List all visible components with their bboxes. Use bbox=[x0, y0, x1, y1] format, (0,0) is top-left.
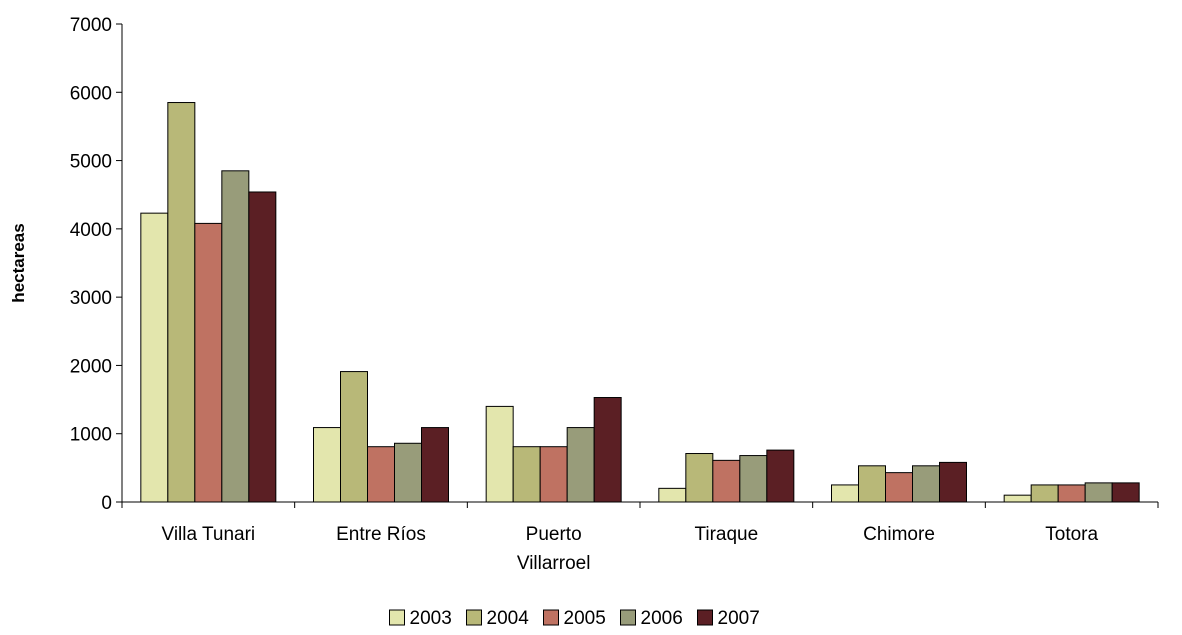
y-tick-label: 3000 bbox=[70, 288, 112, 309]
bar-2004-villa-tunari bbox=[167, 102, 196, 503]
x-tick-label: Chimore bbox=[863, 524, 935, 545]
x-tick-label: Totora bbox=[1045, 524, 1098, 545]
legend-label-2005: 2005 bbox=[564, 608, 606, 629]
y-axis-label: hectareas bbox=[9, 223, 28, 302]
y-tick-label: 4000 bbox=[70, 220, 112, 241]
bar-2006-entre-ríos bbox=[394, 442, 422, 503]
legend-swatch-2003 bbox=[389, 609, 405, 626]
legend: 2003 2004 2005 2006 2007 bbox=[389, 608, 760, 629]
y-tick-label: 6000 bbox=[70, 83, 112, 104]
bar-2005-chimore bbox=[885, 472, 913, 503]
bar-2003-tiraque bbox=[658, 487, 687, 503]
x-tick-label: Entre Ríos bbox=[336, 524, 426, 545]
x-axis: Villa Tunari Entre Ríos Puerto Villarroel Ti… bbox=[121, 501, 1159, 574]
bar-2005-tiraque bbox=[712, 459, 741, 503]
bar-2007-puerto-villarroel bbox=[593, 397, 622, 503]
bar-2006-puerto-villarroel bbox=[566, 427, 595, 503]
bar-2006-villa-tunari bbox=[221, 170, 250, 503]
y-tick-label: 7000 bbox=[70, 15, 112, 36]
bar-2005-totora bbox=[1057, 484, 1086, 503]
y-tick-label: 1000 bbox=[70, 425, 112, 446]
bar-2003-totora bbox=[1003, 494, 1032, 503]
bar-2006-tiraque bbox=[739, 455, 768, 503]
bar-2007-villa-tunari bbox=[248, 191, 277, 503]
bar-2003-chimore bbox=[831, 484, 859, 503]
x-tick-label: Puerto Villarroel bbox=[517, 524, 591, 574]
bar-2007-totora bbox=[1111, 482, 1140, 503]
legend-label-2007: 2007 bbox=[718, 608, 760, 629]
bar-2007-tiraque bbox=[766, 449, 795, 503]
legend-swatch-2006 bbox=[620, 609, 636, 626]
x-tick-label: Tiraque bbox=[694, 524, 758, 545]
x-tick-label: Villa Tunari bbox=[162, 524, 256, 545]
bar-2005-puerto-villarroel bbox=[539, 446, 568, 503]
bar-2004-chimore bbox=[858, 465, 886, 503]
bars-group bbox=[140, 102, 1140, 503]
y-tick-label: 0 bbox=[101, 493, 112, 514]
bar-2005-villa-tunari bbox=[194, 222, 223, 503]
legend-label-2006: 2006 bbox=[641, 608, 683, 629]
legend-swatch-2005 bbox=[543, 609, 559, 626]
bar-2004-puerto-villarroel bbox=[512, 446, 541, 503]
bar-2004-tiraque bbox=[685, 453, 714, 503]
bar-2006-totora bbox=[1084, 482, 1113, 503]
y-tick-label: 2000 bbox=[70, 356, 112, 377]
legend-swatch-2004 bbox=[466, 609, 482, 626]
bar-2005-entre-ríos bbox=[367, 446, 395, 503]
bar-2003-villa-tunari bbox=[140, 212, 169, 503]
bar-2007-entre-ríos bbox=[421, 427, 449, 503]
y-axis: 0 1000 2000 3000 4000 5000 6000 7000 bbox=[70, 15, 123, 514]
legend-label-2004: 2004 bbox=[487, 608, 530, 629]
bar-2004-entre-ríos bbox=[340, 371, 368, 503]
y-tick-label: 5000 bbox=[70, 152, 112, 173]
bar-2006-chimore bbox=[912, 465, 940, 503]
bar-2003-entre-ríos bbox=[313, 427, 341, 503]
legend-label-2003: 2003 bbox=[410, 608, 452, 629]
bar-2004-totora bbox=[1030, 484, 1059, 503]
bar-2007-chimore bbox=[939, 461, 967, 503]
bar-2003-puerto-villarroel bbox=[485, 405, 514, 503]
legend-swatch-2007 bbox=[697, 609, 713, 626]
